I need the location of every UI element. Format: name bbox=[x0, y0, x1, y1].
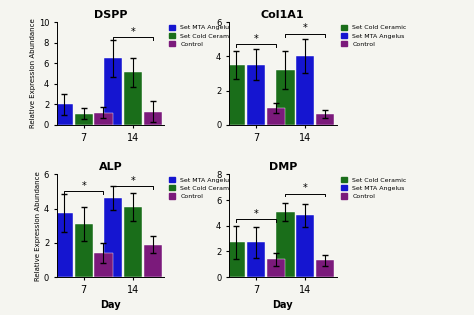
Bar bbox=[276, 212, 294, 277]
Bar bbox=[75, 114, 93, 125]
Bar bbox=[227, 243, 245, 277]
X-axis label: Day: Day bbox=[100, 301, 121, 310]
Bar bbox=[104, 198, 122, 277]
Bar bbox=[144, 245, 162, 277]
Bar bbox=[124, 207, 142, 277]
Text: *: * bbox=[82, 181, 86, 191]
Bar bbox=[94, 253, 112, 277]
Bar bbox=[276, 70, 294, 125]
Legend: Set MTA Angelus, Set Cold Ceramic, Control: Set MTA Angelus, Set Cold Ceramic, Contr… bbox=[166, 22, 237, 49]
Bar bbox=[266, 259, 285, 277]
Bar bbox=[247, 243, 265, 277]
Text: *: * bbox=[303, 183, 308, 193]
Bar bbox=[94, 112, 112, 125]
Text: *: * bbox=[303, 23, 308, 33]
Bar bbox=[247, 65, 265, 125]
Title: ALP: ALP bbox=[99, 162, 123, 172]
Bar bbox=[227, 65, 245, 125]
Legend: Set Cold Ceramic, Set MTA Angelus, Control: Set Cold Ceramic, Set MTA Angelus, Contr… bbox=[339, 174, 410, 202]
Bar bbox=[104, 58, 122, 125]
Title: Col1A1: Col1A1 bbox=[261, 10, 305, 20]
Bar bbox=[124, 72, 142, 125]
Bar bbox=[266, 108, 285, 125]
Legend: Set MTA Angelus, Set Cold Ceramic, Control: Set MTA Angelus, Set Cold Ceramic, Contr… bbox=[166, 174, 237, 202]
Y-axis label: Relative Expression Abundance: Relative Expression Abundance bbox=[30, 19, 36, 129]
Title: DMP: DMP bbox=[269, 162, 297, 172]
Text: *: * bbox=[254, 209, 258, 219]
Bar bbox=[296, 215, 314, 277]
Bar bbox=[144, 112, 162, 125]
Text: *: * bbox=[131, 27, 136, 37]
Legend: Set Cold Ceramic, Set MTA Angelus, Control: Set Cold Ceramic, Set MTA Angelus, Contr… bbox=[339, 22, 410, 49]
Title: DSPP: DSPP bbox=[94, 10, 128, 20]
Bar bbox=[316, 261, 334, 277]
Bar bbox=[296, 56, 314, 125]
Bar bbox=[55, 104, 73, 125]
Bar bbox=[55, 213, 73, 277]
Bar bbox=[75, 224, 93, 277]
Text: *: * bbox=[131, 175, 136, 186]
Bar bbox=[316, 114, 334, 125]
X-axis label: Day: Day bbox=[273, 301, 293, 310]
Text: *: * bbox=[254, 34, 258, 43]
Y-axis label: Relative Expression Abundance: Relative Expression Abundance bbox=[35, 171, 41, 281]
